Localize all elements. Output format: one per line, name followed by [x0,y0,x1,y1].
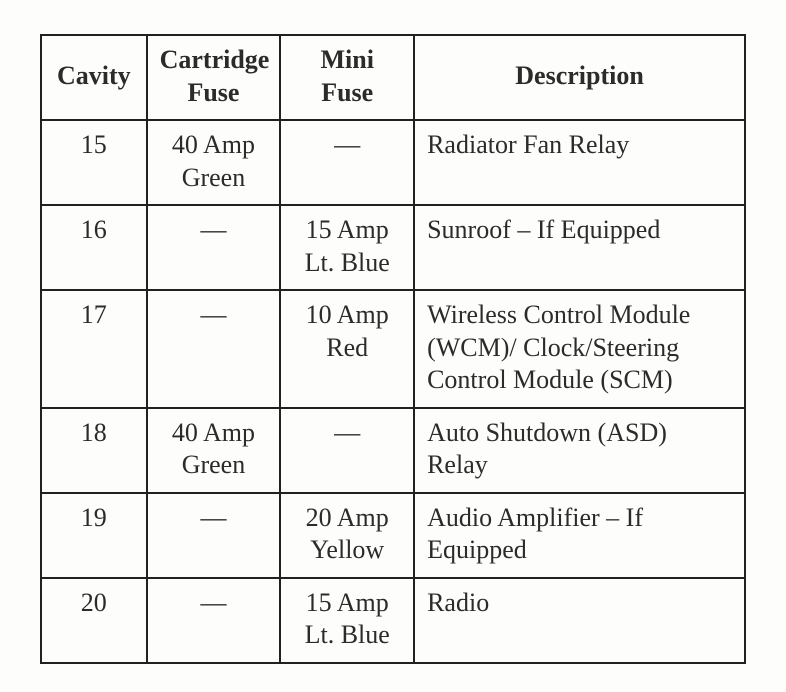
cell-desc: Auto Shutdown (ASD) Relay [414,408,745,493]
col-header-mini: Mini Fuse [280,35,414,120]
cell-mini: 20 Amp Yellow [280,493,414,578]
cell-cavity: 17 [41,290,147,408]
cell-mini: 10 Amp Red [280,290,414,408]
cell-desc: Wireless Control Module (WCM)/ Clock/Ste… [414,290,745,408]
col-header-cavity: Cavity [41,35,147,120]
cell-cavity: 20 [41,578,147,663]
cell-cavity: 18 [41,408,147,493]
table-row: 15 40 Amp Green — Radiator Fan Relay [41,120,745,205]
col-header-desc: Description [414,35,745,120]
cell-desc: Audio Amplifier – If Equipped [414,493,745,578]
cell-mini: 15 Amp Lt. Blue [280,578,414,663]
table-row: 20 — 15 Amp Lt. Blue Radio [41,578,745,663]
table-row: 16 — 15 Amp Lt. Blue Sunroof – If Equipp… [41,205,745,290]
cell-cavity: 19 [41,493,147,578]
table-row: 17 — 10 Amp Red Wireless Control Module … [41,290,745,408]
cell-cartridge: — [147,290,281,408]
cell-cavity: 16 [41,205,147,290]
cell-mini: — [280,408,414,493]
table-row: 19 — 20 Amp Yellow Audio Amplifier – If … [41,493,745,578]
cell-cartridge: — [147,493,281,578]
cell-mini: — [280,120,414,205]
cell-desc: Radio [414,578,745,663]
cell-cartridge: 40 Amp Green [147,408,281,493]
table-header-row: Cavity Cartridge Fuse Mini Fuse Descript… [41,35,745,120]
col-header-cartridge: Cartridge Fuse [147,35,281,120]
cell-desc: Radiator Fan Relay [414,120,745,205]
table-row: 18 40 Amp Green — Auto Shutdown (ASD) Re… [41,408,745,493]
cell-cartridge: — [147,205,281,290]
cell-desc: Sunroof – If Equipped [414,205,745,290]
fuse-table: Cavity Cartridge Fuse Mini Fuse Descript… [40,34,746,664]
cell-mini: 15 Amp Lt. Blue [280,205,414,290]
cell-cavity: 15 [41,120,147,205]
cell-cartridge: — [147,578,281,663]
cell-cartridge: 40 Amp Green [147,120,281,205]
